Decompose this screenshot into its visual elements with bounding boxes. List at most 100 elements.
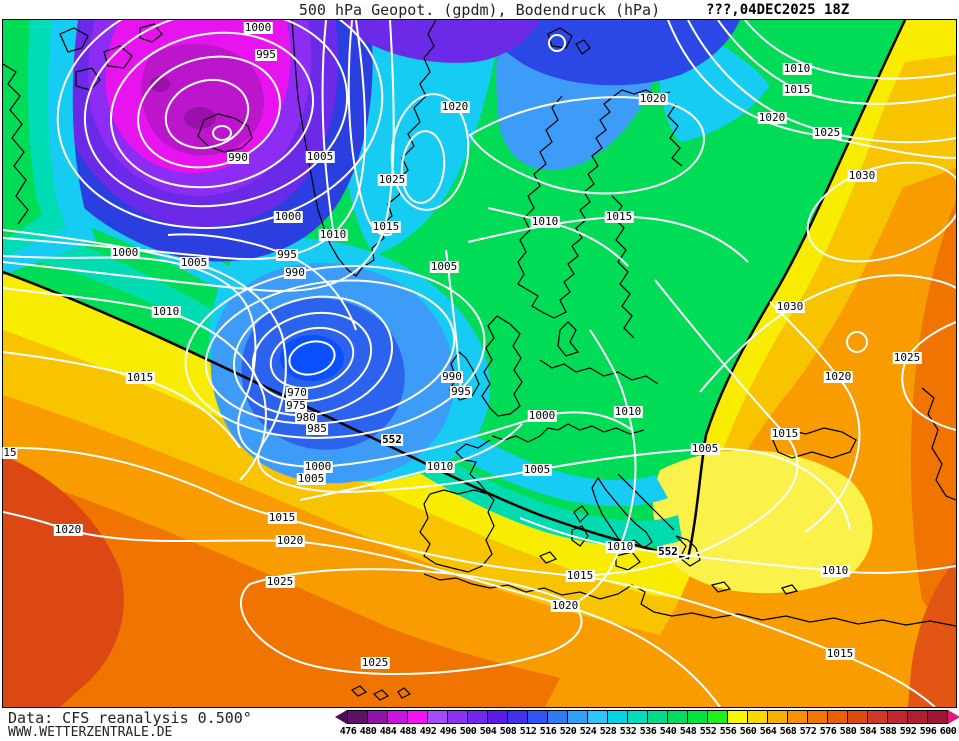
colorbar-cell	[848, 711, 867, 723]
isobar-label: 1015	[770, 427, 800, 440]
coast-caspian	[921, 387, 956, 501]
colorbar-tick: 580	[839, 726, 857, 737]
colorbar-cell	[368, 711, 387, 723]
colorbar-cells-row	[335, 710, 959, 724]
coast-north-africa	[423, 573, 956, 627]
isobar-label: 980	[295, 411, 317, 424]
fill-deep-orange-sw	[3, 470, 560, 707]
isobar-label: 1015	[267, 511, 297, 524]
isobar-label: 1015	[125, 371, 155, 384]
credit-data-source: Data: CFS reanalysis 0.500°	[8, 709, 252, 727]
coast-balkans-greece	[617, 473, 701, 567]
isobar-label: 1025	[360, 656, 390, 669]
isobar-label: 1005	[296, 472, 326, 485]
colorbar-cell	[508, 711, 527, 723]
coast-channel-north	[491, 423, 645, 443]
colorbar-tick: 496	[439, 726, 457, 737]
isobar-label: 990	[227, 151, 249, 164]
colorbar-right-arrow	[948, 710, 959, 724]
colorbar-tick: 504	[479, 726, 497, 737]
colorbar-cell	[488, 711, 507, 723]
isobar-label: 1020	[53, 523, 83, 536]
colorbar-cell	[768, 711, 787, 723]
isobar-label: 1020	[275, 534, 305, 547]
isobar-label: 1000	[303, 460, 333, 473]
colorbar-left-arrow	[335, 710, 347, 724]
colorbar-tick: 596	[919, 726, 937, 737]
fill-edge-green	[3, 20, 42, 242]
colorbar-cell	[868, 711, 887, 723]
coast-iberia	[419, 489, 495, 573]
isobar-label: 995	[450, 385, 472, 398]
colorbar-tick: 576	[819, 726, 837, 737]
isobar-label: 1005	[690, 442, 720, 455]
colorbar-cell	[808, 711, 827, 723]
colorbar-cell	[728, 711, 747, 723]
coast-canaries	[350, 685, 412, 701]
isobar-label: 1025	[892, 351, 922, 364]
colorbar-cell	[908, 711, 927, 723]
colorbar-tick: 528	[599, 726, 617, 737]
colorbar-tick: 572	[799, 726, 817, 737]
colorbar-cell	[348, 711, 367, 723]
colorbar-tick: 508	[499, 726, 517, 737]
colorbar-tick: 480	[359, 726, 377, 737]
colorbar-tick: 488	[399, 726, 417, 737]
isobar-label: 15	[2, 446, 18, 459]
coast-scandinavia	[517, 89, 671, 319]
isobar-label: 1010	[425, 460, 455, 473]
isobar-label: 1010	[782, 62, 812, 75]
coast-crete-cyprus	[710, 581, 799, 595]
colorbar-cell	[648, 711, 667, 723]
isobar-label: 1010	[530, 215, 560, 228]
colorbar-tick: 600	[939, 726, 957, 737]
isobar-label: 1000	[110, 246, 140, 259]
coast-canadian-islands	[59, 23, 163, 91]
coast-italy	[591, 476, 653, 549]
colorbar-cell	[748, 711, 767, 723]
isobar-label: 1010	[151, 305, 181, 318]
fill-mauve-vortex	[141, 43, 264, 156]
isobar-label: 1010	[605, 540, 635, 553]
colorbar-tick: 500	[459, 726, 477, 737]
isobar-label: 1030	[775, 300, 805, 313]
isobar-label: 1030	[847, 169, 877, 182]
colorbar-tick: 484	[379, 726, 397, 737]
colorbar-cell	[428, 711, 447, 723]
colorbar-cell	[468, 711, 487, 723]
isobar-label: 1010	[820, 564, 850, 577]
colorbar-tick: 520	[559, 726, 577, 737]
isobar-label: 1015	[604, 210, 634, 223]
coast-svalbard	[547, 27, 591, 55]
colorbar-cell-strip	[347, 710, 948, 724]
colorbar-cell	[608, 711, 627, 723]
fill-teal-band	[3, 215, 682, 547]
colorbar-tick: 564	[759, 726, 777, 737]
isobar-label: 1005	[305, 150, 335, 163]
colorbar-cell	[588, 711, 607, 723]
credit-website: WWW.WETTERZENTRALE.DE	[8, 725, 173, 740]
colorbar-tick: 556	[719, 726, 737, 737]
geopotential-label: 552	[657, 545, 679, 558]
isobar-label: 1005	[522, 463, 552, 476]
isobar-label: 1020	[757, 111, 787, 124]
coast-islands-west-med	[538, 505, 589, 564]
isobar-label: 975	[285, 399, 307, 412]
isobar-label: 1015	[371, 220, 401, 233]
colorbar-tick: 476	[339, 726, 357, 737]
colorbar-cell	[628, 711, 647, 723]
fill-red-se	[908, 560, 956, 707]
coast-baltic-south	[539, 359, 659, 385]
fill-darkmauve-spot	[184, 107, 216, 129]
map-label-layer: 1000 995 1020 1020 1010 1015 1020 1025 1030 990 10…	[2, 20, 956, 707]
isobar-label: 1025	[812, 126, 842, 139]
fill-darkmauve-spot2	[150, 76, 170, 92]
isobar-label: 1015	[565, 569, 595, 582]
isobar-label: 1000	[273, 210, 303, 223]
colorbar-tick: 588	[879, 726, 897, 737]
isobar-label: 1020	[440, 100, 470, 113]
colorbar-tick: 540	[659, 726, 677, 737]
fill-red-sw	[3, 455, 124, 707]
coast-black-sea	[771, 427, 857, 459]
